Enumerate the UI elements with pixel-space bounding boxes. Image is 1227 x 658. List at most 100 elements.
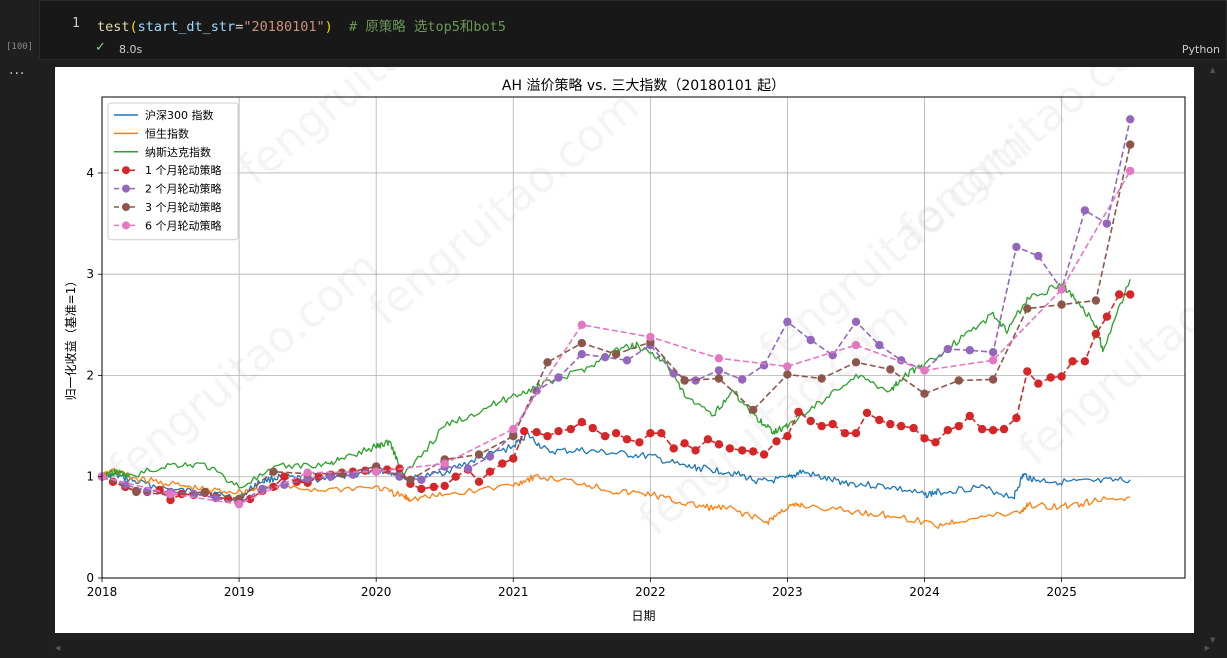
data-point — [840, 429, 850, 438]
data-point — [806, 335, 815, 345]
line-number: 1 — [72, 16, 80, 31]
data-point — [520, 427, 529, 436]
data-point — [680, 376, 689, 385]
x-tick-label: 2025 — [1046, 585, 1077, 599]
y-tick-label: 2 — [86, 368, 94, 382]
data-point — [646, 332, 655, 342]
vertical-scrollbar[interactable]: ▲ ▼ — [1210, 66, 1216, 644]
data-point — [1080, 206, 1090, 215]
horizontal-scrollbar[interactable]: ◀ ▶ — [55, 644, 1210, 652]
execution-time: 8.0s — [119, 43, 143, 56]
data-point — [600, 353, 610, 362]
data-point — [245, 494, 255, 504]
data-point — [920, 366, 929, 375]
data-point — [498, 459, 507, 468]
legend-marker — [122, 221, 130, 230]
scroll-up-icon[interactable]: ▲ — [1210, 66, 1216, 74]
data-point — [1068, 357, 1077, 366]
data-point — [862, 408, 872, 418]
data-point — [749, 405, 758, 415]
data-point — [474, 450, 484, 459]
series-1 — [102, 432, 1131, 501]
legend-marker — [122, 184, 130, 193]
data-point — [1126, 290, 1135, 299]
data-point — [303, 468, 312, 477]
data-point — [714, 354, 724, 363]
data-point — [851, 429, 861, 438]
data-point — [440, 459, 449, 468]
data-point — [886, 419, 895, 429]
y-tick-label: 3 — [86, 267, 94, 281]
code-close-paren: ) — [324, 19, 333, 35]
legend-item: 6 个月轮动策略 — [114, 218, 222, 232]
scroll-left-icon[interactable]: ◀ — [55, 644, 61, 652]
series-line — [102, 432, 1131, 501]
data-point — [1012, 242, 1021, 252]
series-line — [101, 119, 1131, 504]
data-point — [463, 464, 473, 473]
data-point — [1091, 329, 1101, 339]
data-point — [669, 444, 678, 453]
series-2 — [101, 467, 1131, 530]
data-point — [485, 467, 495, 476]
data-point — [657, 429, 666, 438]
legend-label: 纳斯达克指数 — [145, 145, 211, 159]
x-axis: 2018 2019 2020 2021 2022 2023 2024 2025 — [87, 578, 1077, 599]
data-point — [588, 423, 597, 433]
data-point — [965, 411, 974, 421]
language-selector[interactable]: Python — [1181, 43, 1220, 56]
data-point — [691, 446, 700, 455]
data-point — [577, 338, 586, 348]
data-point — [1102, 312, 1112, 321]
data-point — [783, 362, 792, 371]
data-point — [851, 317, 861, 326]
data-point — [714, 374, 724, 383]
chart: fengruitao.comfengruitao.comfengruitao.c… — [64, 0, 1227, 623]
data-point — [280, 472, 289, 481]
scroll-right-icon[interactable]: ▶ — [1204, 644, 1210, 652]
data-point — [485, 452, 495, 461]
legend-label: 2 个月轮动策略 — [145, 182, 222, 196]
data-point — [680, 439, 689, 448]
data-point — [200, 487, 209, 497]
data-point — [577, 350, 586, 359]
data-point — [211, 493, 220, 503]
x-tick-label: 2022 — [635, 585, 666, 599]
data-point — [725, 444, 735, 453]
plot-area — [97, 115, 1135, 530]
scroll-down-icon[interactable]: ▼ — [1210, 636, 1216, 644]
x-tick-label: 2020 — [361, 585, 392, 599]
data-point — [783, 370, 792, 379]
code-string: "20180101" — [243, 19, 325, 35]
data-point — [337, 469, 347, 478]
more-actions-icon[interactable]: ··· — [9, 66, 26, 82]
data-point — [258, 484, 267, 494]
legend-label: 6 个月轮动策略 — [145, 218, 222, 232]
data-point — [132, 487, 141, 497]
code-function: test — [97, 19, 130, 35]
data-point — [406, 475, 415, 484]
code-comment: # 原策略 选top5和bot5 — [349, 19, 506, 35]
data-point — [977, 424, 987, 434]
data-point — [1057, 372, 1066, 381]
data-point — [622, 356, 632, 365]
data-point — [543, 432, 552, 441]
data-point — [509, 432, 518, 441]
data-point — [772, 437, 781, 446]
legend-item: 纳斯达克指数 — [114, 145, 211, 159]
data-point — [886, 365, 895, 374]
y-axis-label: 归一化收益（基准=1） — [64, 275, 78, 401]
x-tick-label: 2023 — [772, 585, 803, 599]
legend-marker — [122, 203, 130, 211]
x-axis-label: 日期 — [631, 609, 655, 623]
data-point — [635, 438, 644, 447]
data-point — [828, 419, 837, 429]
code-cell[interactable]: 1 test(start_dt_str="20180101") # 原策略 选t… — [39, 0, 1227, 60]
data-point — [1126, 140, 1135, 149]
data-point — [543, 358, 552, 367]
data-point — [817, 374, 826, 383]
legend-label: 3 个月轮动策略 — [145, 200, 222, 214]
legend-box — [107, 102, 239, 241]
code-line[interactable]: test(start_dt_str="20180101") # 原策略 选top… — [97, 15, 506, 35]
